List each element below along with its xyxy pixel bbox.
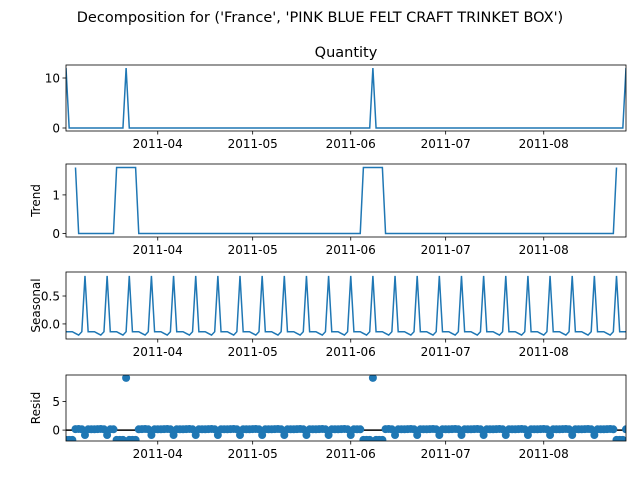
y-tick-label: 0	[52, 424, 60, 438]
resid-point	[356, 425, 365, 434]
y-tick-label: 1	[52, 188, 60, 202]
resid-point	[131, 435, 140, 441]
y-tick-label: 0	[52, 122, 60, 136]
y-tick-label: 0	[52, 227, 60, 241]
resid-point	[68, 435, 77, 441]
resid-point	[609, 425, 618, 434]
resid-point	[109, 425, 118, 434]
x-tick-label: 2011-04	[133, 243, 183, 257]
x-tick-label: 2011-06	[326, 137, 376, 151]
trend-panel: Trend 0 1 2011-04 2011-05 2011-06 2011-07 2011-…	[29, 163, 627, 257]
y-tick-label: 0.5	[41, 290, 60, 304]
x-tick-label: 2011-08	[519, 137, 569, 151]
x-tick-label: 2011-04	[133, 447, 183, 461]
x-tick-label: 2011-07	[421, 345, 471, 359]
resid-point	[618, 435, 626, 441]
x-tick-label: 2011-07	[421, 243, 471, 257]
x-tick-label: 2011-05	[228, 137, 278, 151]
y-tick-label: 5	[52, 395, 60, 409]
x-tick-label: 2011-06	[326, 243, 376, 257]
observed-axes-frame	[65, 64, 627, 132]
x-tick-label: 2011-05	[228, 447, 278, 461]
x-tick-label: 2011-06	[326, 345, 376, 359]
seasonal-axes-frame	[65, 271, 627, 340]
resid-point	[118, 435, 127, 441]
x-tick-label: 2011-07	[421, 137, 471, 151]
trend-ylabel: Trend	[29, 184, 43, 218]
resid-axes-frame	[65, 374, 627, 442]
x-tick-label: 2011-04	[133, 345, 183, 359]
observed-plot-area	[66, 67, 626, 129]
x-tick-label: 2011-04	[133, 137, 183, 151]
observed-series-line	[66, 67, 626, 129]
x-tick-label: 2011-05	[228, 345, 278, 359]
resid-panel: Resid 0 5 2011-04 2011-05 2011-06 2011-07 2011-…	[29, 374, 627, 461]
observed-title: Quantity	[315, 45, 378, 61]
trend-plot-area	[74, 166, 618, 235]
resid-point	[378, 435, 387, 441]
seasonal-ylabel: Seasonal	[29, 278, 43, 332]
figure-title: Decomposition for ('France', 'PINK BLUE …	[77, 10, 563, 26]
trend-series-line	[74, 166, 618, 235]
x-tick-label: 2011-08	[519, 345, 569, 359]
seasonal-series-line	[66, 275, 626, 337]
resid-plot-area	[66, 375, 626, 441]
x-tick-label: 2011-08	[519, 243, 569, 257]
x-tick-label: 2011-08	[519, 447, 569, 461]
resid-point	[365, 435, 374, 441]
resid-point	[122, 375, 131, 382]
trend-axes-frame	[65, 163, 627, 238]
x-tick-label: 2011-06	[326, 447, 376, 461]
seasonal-plot-area	[66, 275, 626, 337]
x-tick-label: 2011-07	[421, 447, 471, 461]
resid-point	[622, 425, 626, 434]
observed-panel: Quantity 0 10 2011-04 2011-05 2011-06 2011-07 2…	[45, 45, 627, 151]
y-tick-label: 0.0	[41, 317, 60, 331]
resid-point	[368, 375, 377, 382]
resid-ylabel: Resid	[29, 392, 43, 424]
y-tick-label: 10	[45, 72, 60, 86]
x-tick-label: 2011-05	[228, 243, 278, 257]
